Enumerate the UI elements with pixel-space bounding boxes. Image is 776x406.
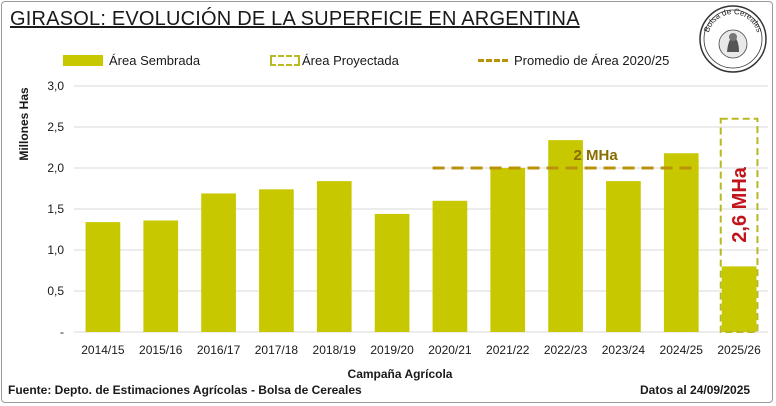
x-tick-label: 2015/16 — [139, 343, 183, 357]
y-tick-label: 3,0 — [47, 79, 64, 93]
x-tick-label: 2019/20 — [370, 343, 414, 357]
grid-lines — [74, 85, 768, 333]
x-tick-label: 2014/15 — [81, 343, 125, 357]
bar-area-sembrada — [606, 181, 641, 332]
x-tick-label: 2022/23 — [544, 343, 588, 357]
y-tick-label: 1,0 — [47, 243, 64, 257]
x-tick-label: 2018/19 — [313, 343, 357, 357]
projected-label: 2,6 MHa — [729, 166, 751, 242]
y-tick-label: - — [60, 325, 64, 339]
y-axis-ticks: - 0,5 1,0 1,5 2,0 2,5 3,0 — [47, 79, 64, 339]
bar-area-sembrada — [432, 200, 468, 332]
legend-item-average: Promedio de Área 2020/25 — [478, 50, 669, 70]
legend-item-projected: Área Proyectada — [270, 50, 399, 70]
x-tick-label: 2023/24 — [602, 343, 646, 357]
bolsa-de-cereales-seal-icon: Bolsa de Cereales — [699, 5, 767, 73]
x-tick-label: 2017/18 — [255, 343, 299, 357]
chart-legend: Área Sembrada Área Proyectada Promedio d… — [0, 50, 700, 72]
x-tick-label: 2021/22 — [486, 343, 530, 357]
x-tick-label: 2025/26 — [717, 343, 761, 357]
legend-label-sown: Área Sembrada — [109, 52, 201, 68]
y-axis-label: Millones Has — [17, 87, 31, 161]
x-axis-ticks: 2014/15 2015/16 2016/17 2017/18 2018/19 2019/… — [81, 343, 761, 357]
chart-annotations: 2 MHa 2,6 MHa — [432, 147, 751, 243]
legend-label-average: Promedio de Área 2020/25 — [514, 52, 670, 68]
legend-label-projected: Área Proyectada — [302, 52, 399, 68]
x-axis-label: Campaña Agrícola — [348, 367, 453, 381]
bar-area-sembrada — [259, 189, 294, 332]
bar-area-sembrada — [663, 153, 699, 332]
bar-area-proyectada — [719, 117, 759, 333]
x-tick-label: 2020/21 — [428, 343, 472, 357]
bar-area-sembrada — [316, 181, 352, 332]
x-tick-label: 2024/25 — [660, 343, 704, 357]
bars — [85, 117, 759, 333]
y-tick-label: 1,5 — [47, 202, 64, 216]
legend-swatch-average — [478, 58, 508, 62]
legend-swatch-projected — [270, 54, 300, 66]
chart-title: GIRASOL: EVOLUCIÓN DE LA SUPERFICIE EN A… — [10, 8, 580, 30]
y-tick-label: 0,5 — [47, 284, 64, 298]
bar-area-sembrada — [201, 193, 236, 332]
y-tick-label: 2,0 — [47, 161, 64, 175]
bar-area-sembrada — [85, 222, 121, 332]
bar-area-sembrada — [721, 266, 757, 332]
legend-swatch-sown — [63, 54, 103, 66]
data-date: Datos al 24/09/2025 — [640, 383, 751, 397]
bar-area-sembrada — [490, 168, 526, 332]
source-note: Fuente: Depto. de Estimaciones Agrícolas… — [8, 383, 362, 397]
bar-area-sembrada — [143, 220, 179, 332]
average-label: 2 MHa — [573, 147, 618, 164]
bar-area-sembrada — [374, 213, 410, 332]
x-tick-label: 2016/17 — [197, 343, 241, 357]
y-tick-label: 2,5 — [47, 120, 64, 134]
bar-area-sembrada — [548, 140, 583, 332]
legend-item-sown: Área Sembrada — [63, 50, 200, 70]
